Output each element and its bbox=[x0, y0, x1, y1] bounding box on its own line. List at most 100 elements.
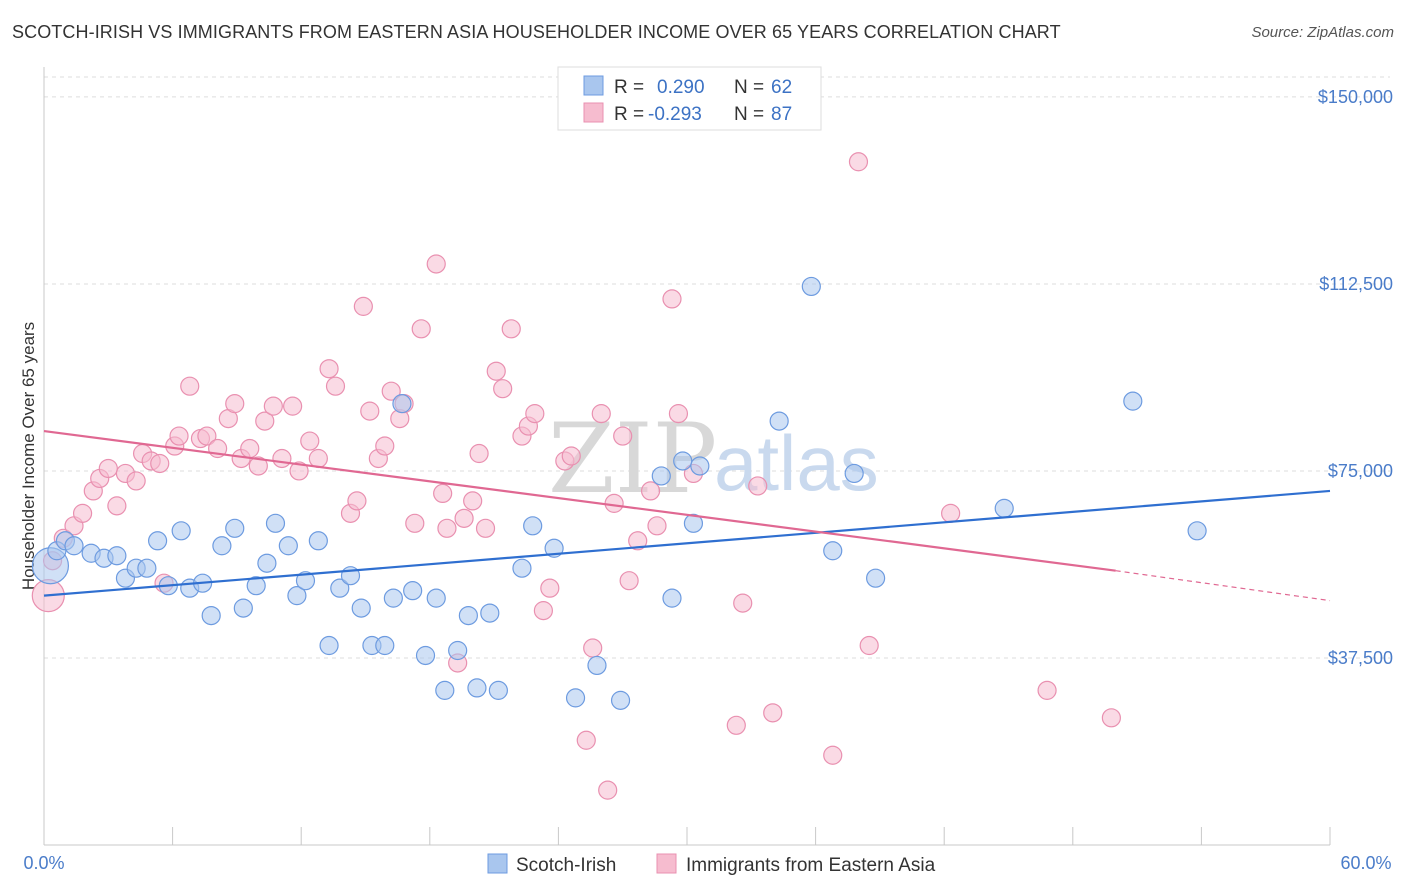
blue-point-33 bbox=[392, 394, 412, 414]
blue-point-31 bbox=[375, 635, 395, 656]
pink-point-45 bbox=[411, 319, 431, 339]
blue-point-24 bbox=[295, 571, 316, 591]
legend-r-label-1: R = bbox=[614, 77, 644, 98]
blue-point-49 bbox=[651, 466, 671, 486]
pink-point-31 bbox=[300, 431, 320, 451]
blue-points bbox=[31, 276, 1207, 710]
legend-swatch-scotch-irish bbox=[583, 75, 604, 96]
pink-point-44 bbox=[405, 513, 425, 533]
pink-point-30 bbox=[289, 461, 309, 481]
pink-point-34 bbox=[325, 376, 346, 396]
blue-point-41 bbox=[480, 603, 500, 623]
blue-point-34 bbox=[403, 581, 423, 601]
blue-point-15 bbox=[201, 605, 221, 626]
chart-source: Source: ZipAtlas.com bbox=[1251, 24, 1394, 41]
blue-point-60 bbox=[1123, 391, 1143, 411]
legend-r-value-1: 0.290 bbox=[657, 77, 705, 98]
blue-point-22 bbox=[278, 536, 298, 556]
pink-point-56 bbox=[501, 319, 521, 339]
pink-point-69 bbox=[613, 426, 633, 446]
pink-point-80 bbox=[763, 703, 783, 723]
pink-point-46 bbox=[426, 254, 446, 274]
pink-point-32 bbox=[308, 448, 328, 469]
blue-point-48 bbox=[610, 690, 631, 710]
blue-point-51 bbox=[673, 451, 693, 471]
pink-points bbox=[31, 152, 1121, 800]
blue-point-58 bbox=[866, 568, 886, 588]
blue-point-38 bbox=[448, 640, 468, 661]
pink-point-36 bbox=[347, 491, 367, 511]
gridlines bbox=[44, 76, 1390, 659]
legend-n-value-2: 87 bbox=[771, 104, 792, 125]
pink-point-16 bbox=[169, 426, 189, 446]
pink-point-78 bbox=[733, 593, 753, 613]
blue-point-20 bbox=[257, 553, 277, 573]
pink-point-24 bbox=[240, 438, 260, 459]
blue-point-18 bbox=[233, 598, 253, 618]
legend-swatch-eastern-asia bbox=[583, 102, 604, 123]
bottom-legend: Scotch-Irish Immigrants from Eastern Asi… bbox=[487, 853, 936, 876]
legend-n-label-1: N = bbox=[734, 77, 764, 98]
x-tick-label-max: 60.0% bbox=[1340, 853, 1391, 873]
pink-point-26 bbox=[255, 411, 275, 431]
blue-point-25 bbox=[308, 531, 328, 551]
pink-point-29 bbox=[283, 396, 303, 416]
watermark: ZIP atlas bbox=[548, 403, 879, 515]
pink-point-79 bbox=[748, 476, 768, 496]
legend-r-value-2: -0.293 bbox=[648, 104, 702, 125]
pink-point-61 bbox=[540, 578, 560, 598]
watermark-atlas: atlas bbox=[714, 419, 879, 507]
pink-point-47 bbox=[433, 483, 453, 504]
blue-point-55 bbox=[801, 276, 821, 297]
pink-point-67 bbox=[598, 780, 618, 800]
legend-n-value-1: 62 bbox=[771, 77, 792, 98]
y-tick-labels: $37,500 $75,000 $112,500 $150,000 bbox=[1318, 87, 1393, 668]
blue-point-36 bbox=[426, 588, 446, 608]
legend-box: R = 0.290 N = 62 R = -0.293 N = 87 bbox=[557, 66, 822, 131]
pink-point-75 bbox=[668, 404, 689, 424]
blue-point-16 bbox=[212, 536, 232, 556]
pink-point-33 bbox=[319, 359, 339, 379]
blue-point-26 bbox=[319, 635, 339, 656]
blue-point-27 bbox=[330, 578, 350, 598]
blue-point-37 bbox=[435, 680, 455, 700]
blue-point-54 bbox=[769, 411, 789, 431]
pink-point-28 bbox=[272, 448, 292, 469]
blue-point-21 bbox=[265, 513, 286, 533]
pink-point-50 bbox=[454, 508, 474, 528]
eastern-asia-trend-line bbox=[43, 429, 1116, 572]
legend-n-label-2: N = bbox=[734, 104, 764, 125]
blue-point-3 bbox=[64, 536, 84, 556]
pink-point-59 bbox=[525, 404, 545, 424]
pink-point-48 bbox=[437, 518, 457, 538]
pink-point-83 bbox=[859, 635, 879, 656]
pink-point-25 bbox=[248, 456, 268, 476]
pink-point-8 bbox=[107, 496, 127, 516]
pink-point-19 bbox=[197, 426, 217, 446]
pink-point-7 bbox=[98, 458, 118, 479]
chart-title: SCOTCH-IRISH VS IMMIGRANTS FROM EASTERN … bbox=[12, 22, 1061, 42]
pink-point-54 bbox=[486, 361, 506, 381]
trend-lines bbox=[43, 429, 1331, 602]
pink-point-4 bbox=[72, 503, 93, 523]
blue-point-56 bbox=[823, 541, 843, 561]
blue-point-42 bbox=[488, 680, 508, 700]
blue-point-61 bbox=[1187, 521, 1207, 541]
pink-point-64 bbox=[576, 730, 596, 750]
blue-point-53 bbox=[690, 456, 710, 476]
blue-point-23 bbox=[287, 586, 307, 606]
pink-point-68 bbox=[604, 493, 624, 513]
blue-point-43 bbox=[512, 558, 532, 578]
y-tick-label-3: $150,000 bbox=[1318, 87, 1393, 107]
blue-point-39 bbox=[458, 605, 478, 626]
pink-point-74 bbox=[662, 289, 682, 309]
y-tick-label-0: $37,500 bbox=[1328, 648, 1393, 668]
pink-point-27 bbox=[263, 396, 283, 416]
blue-point-19 bbox=[246, 576, 266, 596]
y-axis-title: Householder Income Over 65 years bbox=[19, 322, 38, 590]
blue-point-9 bbox=[137, 558, 157, 578]
blue-point-29 bbox=[351, 598, 371, 618]
pink-point-41 bbox=[381, 381, 401, 401]
pink-point-85 bbox=[1037, 680, 1057, 700]
